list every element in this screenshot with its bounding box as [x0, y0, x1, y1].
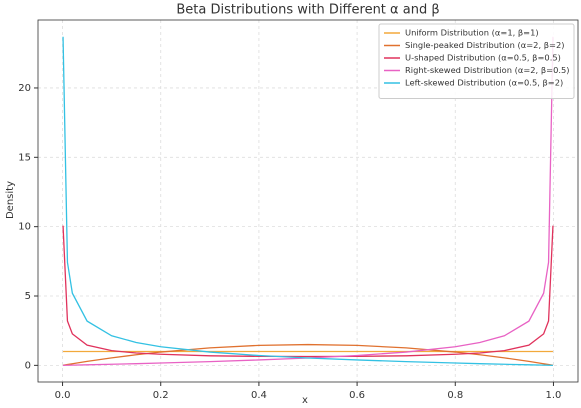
- plot-frame: [37, 19, 579, 383]
- x-tick-label: 0.6: [349, 390, 365, 401]
- x-axis-label: x: [302, 395, 308, 406]
- y-tick-label: 15: [18, 152, 31, 163]
- legend-label: Single-peaked Distribution (α=2, β=2): [405, 40, 565, 50]
- series-line: [62, 36, 553, 366]
- y-tick-label: 5: [25, 291, 31, 302]
- legend-label: Uniform Distribution (α=1, β=1): [405, 28, 539, 38]
- x-tick-label: 0.0: [55, 390, 71, 401]
- x-tick-label: 1.0: [546, 390, 562, 401]
- legend-label: Right-skewed Distribution (α=2, β=0.5): [405, 65, 570, 75]
- y-tick-label: 0: [25, 360, 31, 371]
- series-line: [62, 225, 554, 358]
- y-tick-label: 10: [18, 222, 31, 233]
- legend-label: U-shaped Distribution (α=0.5, β=0.5): [405, 53, 561, 63]
- y-axis-label: Density: [5, 181, 16, 219]
- legend-box: [378, 23, 575, 99]
- chart-title: Beta Distributions with Different α and …: [176, 3, 439, 18]
- x-tick-label: 0.2: [153, 390, 169, 401]
- x-tick-label: 0.4: [251, 390, 267, 401]
- legend-label: Left-skewed Distribution (α=0.5, β=2): [405, 78, 563, 88]
- y-tick-label: 20: [18, 83, 31, 94]
- series-line: [62, 343, 554, 366]
- x-tick-label: 0.8: [447, 390, 463, 401]
